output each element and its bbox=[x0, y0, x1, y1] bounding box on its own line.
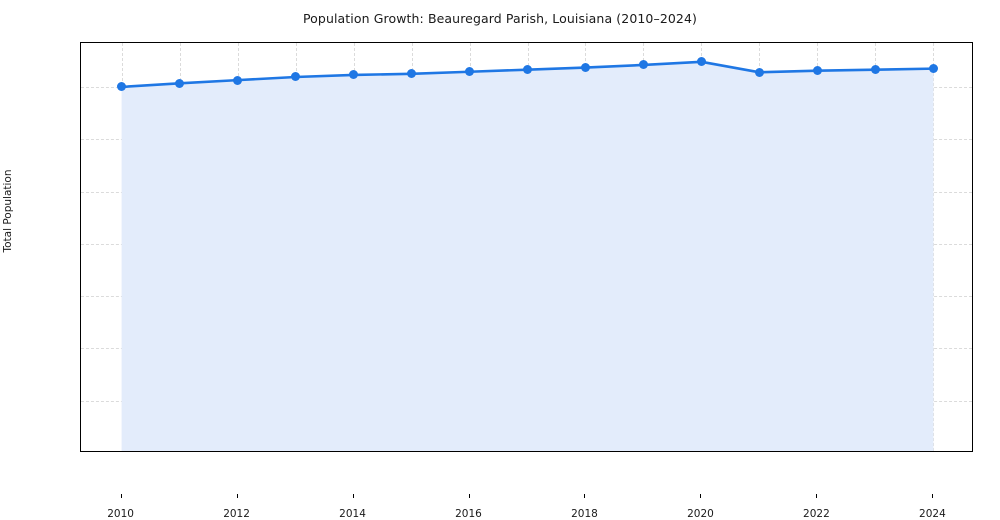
x-tick-mark bbox=[468, 494, 470, 498]
data-point-marker[interactable] bbox=[870, 65, 880, 75]
data-point-marker[interactable] bbox=[407, 69, 417, 79]
chart-title: Population Growth: Beauregard Parish, Lo… bbox=[302, 11, 698, 26]
data-point-marker[interactable] bbox=[812, 66, 822, 76]
plot-area bbox=[80, 42, 973, 452]
data-point-marker[interactable] bbox=[580, 63, 590, 73]
x-tick-label: 2020 bbox=[687, 508, 714, 520]
line-series-layer bbox=[81, 43, 972, 451]
x-tick-label: 2022 bbox=[803, 508, 830, 520]
data-point-marker[interactable] bbox=[175, 78, 185, 88]
x-tick-mark bbox=[352, 494, 354, 498]
x-tick-label: 2024 bbox=[919, 508, 946, 520]
data-point-marker[interactable] bbox=[117, 82, 127, 92]
x-tick-mark bbox=[120, 494, 122, 498]
x-tick-mark bbox=[700, 494, 702, 498]
data-point-marker[interactable] bbox=[754, 67, 764, 77]
x-axis-ticks: 2010 2012 2014 2016 2018 2020 2022 2024 bbox=[80, 42, 973, 520]
data-point-marker[interactable] bbox=[465, 67, 474, 77]
x-tick-label: 2016 bbox=[455, 508, 482, 520]
chart-figure: Population Growth: Beauregard Parish, Lo… bbox=[2, 11, 973, 520]
data-point-marker[interactable] bbox=[291, 72, 301, 82]
x-tick-label: 2018 bbox=[571, 508, 598, 520]
data-point-marker[interactable] bbox=[233, 75, 243, 85]
x-tick-mark bbox=[816, 494, 818, 498]
data-point-marker[interactable] bbox=[349, 70, 359, 80]
area-fill bbox=[121, 61, 934, 451]
x-tick-mark bbox=[932, 494, 934, 498]
x-tick-label: 2012 bbox=[223, 508, 250, 520]
x-tick-mark bbox=[584, 494, 586, 498]
data-point-marker[interactable] bbox=[696, 57, 706, 67]
data-point-marker[interactable] bbox=[638, 60, 648, 70]
x-tick-mark bbox=[236, 494, 238, 498]
x-tick-label: 2014 bbox=[339, 508, 366, 520]
data-point-marker[interactable] bbox=[523, 65, 532, 75]
gridline-vertical bbox=[933, 43, 935, 451]
data-point-marker[interactable] bbox=[928, 64, 938, 74]
x-tick-label: 2010 bbox=[107, 508, 134, 520]
y-axis-label: Total Population bbox=[2, 169, 14, 253]
